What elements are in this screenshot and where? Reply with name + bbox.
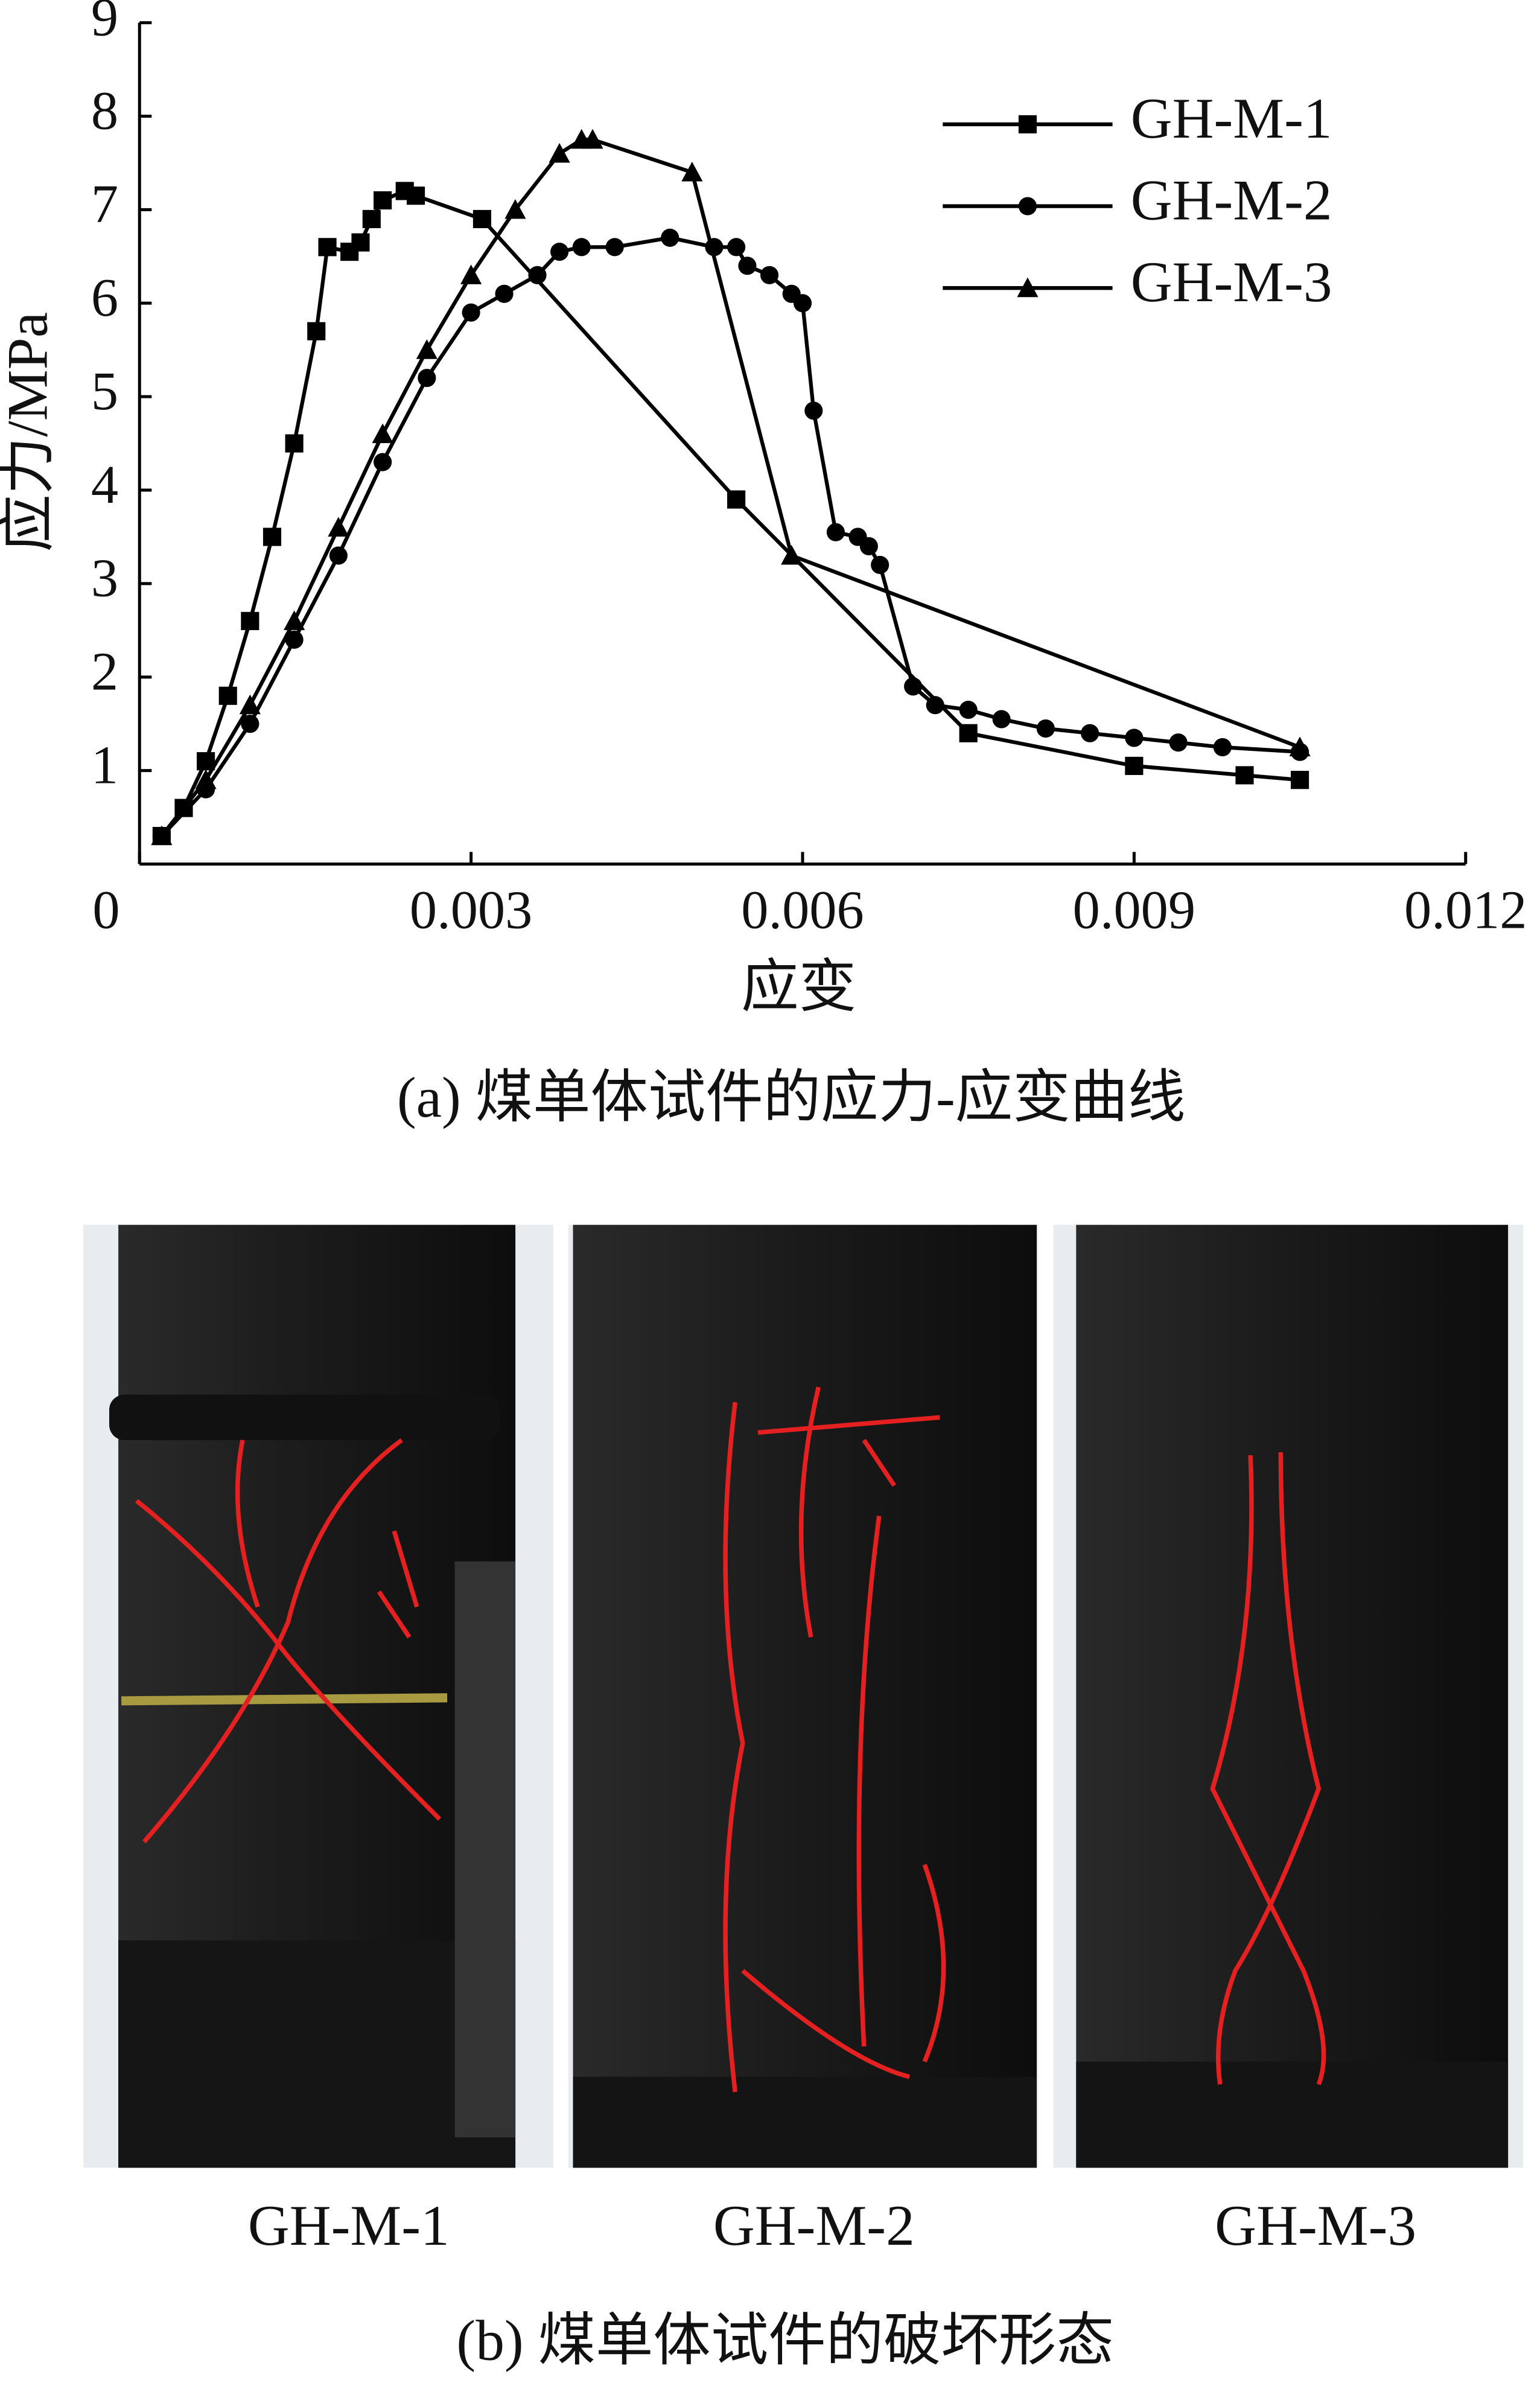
marker [1213,738,1232,757]
marker [151,825,173,846]
marker [218,686,237,705]
marker [727,490,746,509]
marker [605,238,624,257]
marker [826,523,845,541]
marker [582,129,603,149]
legend-label: GH-M-3 [1131,250,1332,314]
marker [871,555,889,575]
marker [460,264,482,284]
marker [472,209,491,228]
marker [959,700,978,719]
y-tick-label: 2 [91,641,118,702]
marker [329,546,348,565]
marker [793,294,812,313]
marker [406,187,425,205]
marker [462,303,480,322]
marker [859,537,878,556]
marker [262,528,282,546]
legend-label: GH-M-2 [1131,168,1332,232]
marker [992,710,1011,729]
photo-caption: (b) 煤单体试件的破坏形态 [456,2309,1113,2373]
x-tick-label: 0.003 [410,879,532,940]
marker [1169,733,1188,752]
marker [760,266,779,284]
marker [904,677,923,696]
marker [416,339,438,359]
legend-marker [1017,277,1039,298]
marker [285,630,304,649]
marker [239,694,261,715]
marker [504,199,526,219]
marker [727,238,746,257]
marker [285,434,304,453]
photo-label: GH-M-1 [248,2193,450,2257]
marker [550,243,569,261]
marker [738,257,757,275]
marker [241,611,259,630]
legend-label: GH-M-1 [1131,86,1332,150]
marker [1036,719,1055,738]
marker [549,142,570,163]
marker [318,238,337,257]
x-tick-label: 0 [92,879,119,940]
marker [1235,766,1254,785]
photo-panel [83,1225,1524,2168]
marker [528,266,547,284]
marker [1289,736,1311,757]
x-tick-label: 0.006 [741,879,864,940]
marker [572,238,591,257]
marker [328,517,349,537]
marker [1125,729,1144,747]
y-tick-label: 4 [91,454,118,515]
x-tick-label: 0.012 [1404,879,1527,940]
marker [374,453,392,471]
marker [418,369,436,388]
marker [681,161,703,182]
marker [362,209,381,228]
x-axis-label: 应变 [741,955,856,1019]
marker [284,610,305,630]
chart-caption: (a) 煤单体试件的应力-应变曲线 [397,1065,1186,1129]
y-tick-label: 5 [91,360,118,421]
marker [372,423,393,444]
legend-marker [1018,197,1037,215]
marker [307,322,326,340]
marker [661,228,679,247]
photo-label: GH-M-2 [713,2193,915,2257]
y-tick-label: 6 [91,267,118,328]
marker [804,401,823,420]
legend-marker [1018,115,1037,134]
marker [374,191,392,209]
x-tick-label: 0.009 [1073,879,1195,940]
marker [1290,771,1309,790]
y-axis-label: 应力/MPa [0,312,59,552]
marker [781,544,803,565]
y-tick-label: 8 [91,80,118,141]
marker [959,724,978,742]
marker [351,233,370,252]
marker [1081,724,1099,742]
marker [241,715,259,733]
y-tick-label: 7 [91,173,118,234]
marker [926,696,944,715]
marker [495,284,514,303]
y-tick-label: 9 [91,0,118,47]
y-tick-label: 1 [91,734,118,795]
marker [1125,756,1144,775]
y-tick-label: 3 [91,547,118,608]
marker [195,769,217,790]
photo-label: GH-M-3 [1215,2193,1416,2257]
